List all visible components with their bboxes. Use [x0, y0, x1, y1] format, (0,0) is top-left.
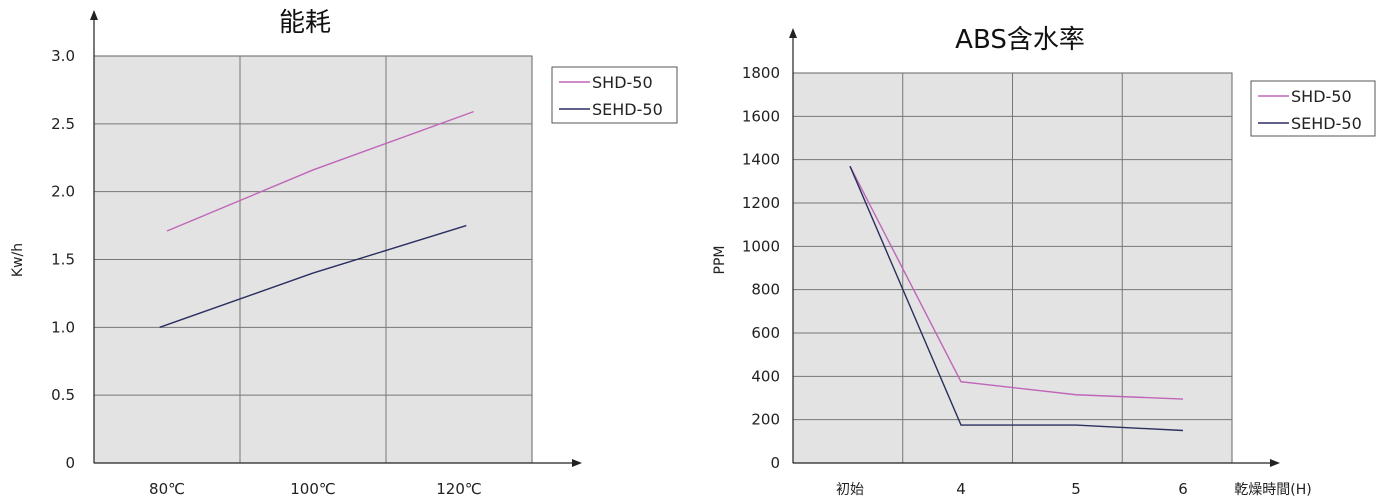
- legend-label: SHD-50: [1291, 87, 1352, 106]
- y-axis-arrow: [789, 28, 797, 38]
- y-axis-arrow: [90, 10, 98, 20]
- series-line-shd-50: [166, 110, 474, 232]
- legend-box: [1250, 80, 1376, 137]
- y-tick-label: 1400: [742, 151, 780, 169]
- y-tick-label: 1.0: [51, 318, 75, 336]
- y-tick-label: 1.5: [51, 251, 75, 269]
- x-tick-label: 4: [956, 480, 966, 498]
- chart-title: ABS含水率: [955, 25, 1085, 55]
- legend-label: SEHD-50: [592, 100, 663, 119]
- y-tick-label: 600: [751, 324, 780, 342]
- series-line-sehd-50: [849, 165, 1184, 432]
- x-tick-label: 5: [1071, 480, 1081, 498]
- abs-moisture-chart: 0 200 400 600 800 1000 1200 1400 1600 1800 初始 4 5 6 AB…: [712, 25, 1376, 498]
- y-tick-label: 800: [751, 281, 780, 299]
- x-axis-arrow: [1270, 459, 1280, 467]
- x-axis-title: 乾燥時間(H): [1234, 482, 1311, 498]
- series-line-sehd-50: [159, 224, 467, 328]
- x-tick-label: 120℃: [436, 480, 481, 498]
- y-tick-label: 2.5: [51, 115, 75, 133]
- y-tick-label: 200: [751, 411, 780, 429]
- y-axis-title: PPM: [712, 246, 728, 275]
- x-tick-label: 80℃: [149, 480, 185, 498]
- y-tick-label: 400: [751, 367, 780, 385]
- y-tick-label: 1200: [742, 194, 780, 212]
- x-axis-arrow: [572, 459, 582, 467]
- y-tick-label: 1800: [742, 64, 780, 82]
- y-tick-label: 0: [770, 454, 780, 472]
- x-tick-label: 100℃: [290, 480, 335, 498]
- x-tick-label: 6: [1178, 480, 1188, 498]
- legend-box: [551, 66, 678, 124]
- series-line-shd-50: [849, 165, 1184, 400]
- y-tick-label: 0: [65, 454, 75, 472]
- y-tick-label: 3.0: [51, 47, 75, 65]
- legend-label: SHD-50: [592, 73, 653, 92]
- y-tick-label: 2.0: [51, 183, 75, 201]
- energy-chart: 0 0.5 1.0 1.5 2.0 2.5 3.0 80℃ 100℃ 120℃ 能耗 Kw/h SHD-…: [10, 8, 678, 498]
- y-tick-label: 1600: [742, 107, 780, 125]
- chart-title: 能耗: [279, 8, 331, 38]
- y-axis-title: Kw/h: [10, 243, 26, 277]
- y-tick-label: 1000: [742, 237, 780, 255]
- legend-label: SEHD-50: [1291, 114, 1362, 133]
- y-tick-label: 0.5: [51, 386, 75, 404]
- x-tick-label: 初始: [836, 481, 864, 498]
